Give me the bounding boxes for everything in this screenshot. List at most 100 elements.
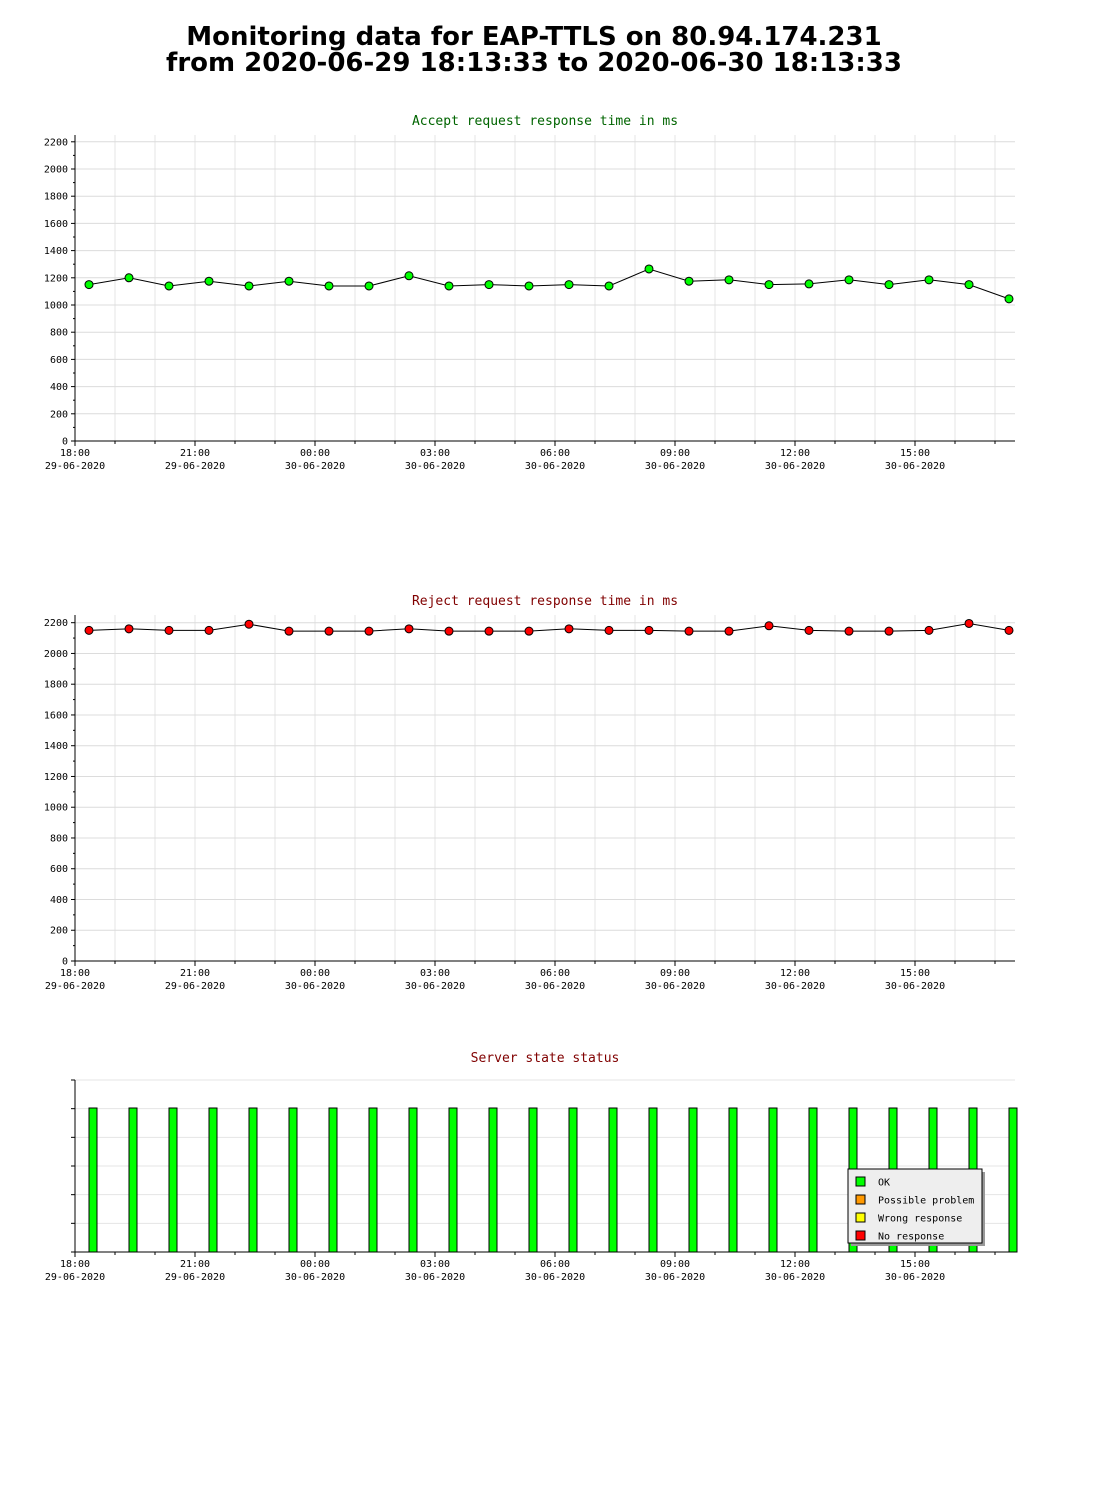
data-point: [1004, 294, 1014, 304]
data-point: [444, 626, 454, 636]
x-tick-label-time: 15:00: [900, 1259, 930, 1270]
data-point: [204, 276, 214, 286]
chart-title: Reject request response time in ms: [412, 594, 678, 609]
y-tick-label: 200: [50, 926, 68, 937]
x-tick-label-time: 09:00: [660, 1259, 690, 1270]
x-tick-label-date: 30-06-2020: [405, 461, 465, 472]
data-point: [684, 276, 694, 286]
x-tick-label-date: 30-06-2020: [885, 1272, 945, 1283]
data-point: [244, 281, 254, 291]
x-tick-label-date: 29-06-2020: [165, 461, 225, 472]
y-tick-label: 0: [62, 957, 68, 968]
data-point: [324, 281, 334, 291]
data-point: [124, 273, 134, 283]
data-point: [84, 280, 94, 290]
status-bar: [608, 1107, 618, 1253]
x-tick-label-time: 12:00: [780, 448, 810, 459]
x-tick-label-time: 15:00: [900, 968, 930, 979]
status-bar: [648, 1107, 658, 1253]
data-point: [724, 275, 734, 285]
status-bar: [208, 1107, 218, 1253]
data-point: [564, 280, 574, 290]
data-point: [244, 619, 254, 629]
status-bar: [448, 1107, 458, 1253]
x-tick-label-time: 00:00: [300, 448, 330, 459]
x-tick-label-date: 30-06-2020: [885, 981, 945, 992]
title-line-1: Monitoring data for EAP-TTLS on 80.94.17…: [186, 22, 882, 52]
y-tick-label: 1600: [44, 710, 68, 721]
legend-swatch: [855, 1212, 866, 1223]
x-tick-label-time: 03:00: [420, 968, 450, 979]
x-tick-label-time: 18:00: [60, 968, 90, 979]
data-point: [604, 281, 614, 291]
data-point: [764, 280, 774, 290]
data-point: [644, 264, 654, 274]
chart-title: Server state status: [471, 1051, 620, 1066]
legend-label: Possible problem: [878, 1196, 974, 1207]
status-bar: [88, 1107, 98, 1253]
x-tick-label-time: 03:00: [420, 1259, 450, 1270]
x-tick-label-date: 30-06-2020: [405, 1272, 465, 1283]
legend-label: No response: [878, 1232, 944, 1243]
x-tick-label-time: 06:00: [540, 448, 570, 459]
y-tick-label: 1600: [44, 219, 68, 230]
y-tick-label: 600: [50, 864, 68, 875]
data-point: [124, 624, 134, 634]
data-point: [564, 624, 574, 634]
y-tick-label: 2000: [44, 649, 68, 660]
y-tick-label: 1800: [44, 680, 68, 691]
x-tick-label-date: 30-06-2020: [645, 461, 705, 472]
x-tick-label-time: 00:00: [300, 968, 330, 979]
data-point: [604, 625, 614, 635]
x-tick-label-time: 06:00: [540, 1259, 570, 1270]
y-tick-label: 400: [50, 895, 68, 906]
x-tick-label-time: 03:00: [420, 448, 450, 459]
y-tick-label: 1200: [44, 273, 68, 284]
y-tick-label: 2000: [44, 165, 68, 176]
data-point: [164, 281, 174, 291]
status-bar: [728, 1107, 738, 1253]
x-tick-label-date: 29-06-2020: [165, 981, 225, 992]
x-tick-label-time: 00:00: [300, 1259, 330, 1270]
data-point: [844, 626, 854, 636]
x-tick-label-time: 09:00: [660, 448, 690, 459]
x-tick-label-time: 12:00: [780, 1259, 810, 1270]
status-bar: [688, 1107, 698, 1253]
data-point: [964, 280, 974, 290]
data-point: [484, 626, 494, 636]
x-tick-label-date: 30-06-2020: [645, 1272, 705, 1283]
x-tick-label-date: 30-06-2020: [765, 1272, 825, 1283]
y-tick-label: 600: [50, 355, 68, 366]
x-tick-label-time: 21:00: [180, 968, 210, 979]
x-tick-label-date: 29-06-2020: [45, 461, 105, 472]
data-point: [964, 618, 974, 628]
x-tick-label-date: 30-06-2020: [405, 981, 465, 992]
page-title: Monitoring data for EAP-TTLS on 80.94.17…: [0, 24, 1068, 76]
x-tick-label-date: 30-06-2020: [525, 981, 585, 992]
y-tick-label: 1400: [44, 741, 68, 752]
x-tick-label-date: 30-06-2020: [645, 981, 705, 992]
y-tick-label: 1000: [44, 803, 68, 814]
data-point: [284, 276, 294, 286]
x-tick-label-time: 21:00: [180, 448, 210, 459]
status-bar: [408, 1107, 418, 1253]
data-point: [804, 625, 814, 635]
data-point: [404, 271, 414, 281]
server-state-status-chart: Server state status 18:00 29-06-2020 21:00 2…: [45, 1051, 1018, 1283]
data-point: [884, 280, 894, 290]
x-tick-label-date: 30-06-2020: [525, 1272, 585, 1283]
data-point: [804, 279, 814, 289]
data-point: [684, 626, 694, 636]
data-point: [204, 625, 214, 635]
y-tick-label: 200: [50, 409, 68, 420]
x-tick-label-time: 18:00: [60, 1259, 90, 1270]
y-tick-label: 400: [50, 382, 68, 393]
status-bar: [568, 1107, 578, 1253]
title-line-2: from 2020-06-29 18:13:33 to 2020-06-30 1…: [166, 48, 902, 78]
series-line: [88, 268, 1010, 300]
legend-box: [847, 1168, 983, 1244]
data-point: [924, 625, 934, 635]
data-point: [444, 281, 454, 291]
x-tick-label-time: 18:00: [60, 448, 90, 459]
x-tick-label-date: 30-06-2020: [765, 981, 825, 992]
